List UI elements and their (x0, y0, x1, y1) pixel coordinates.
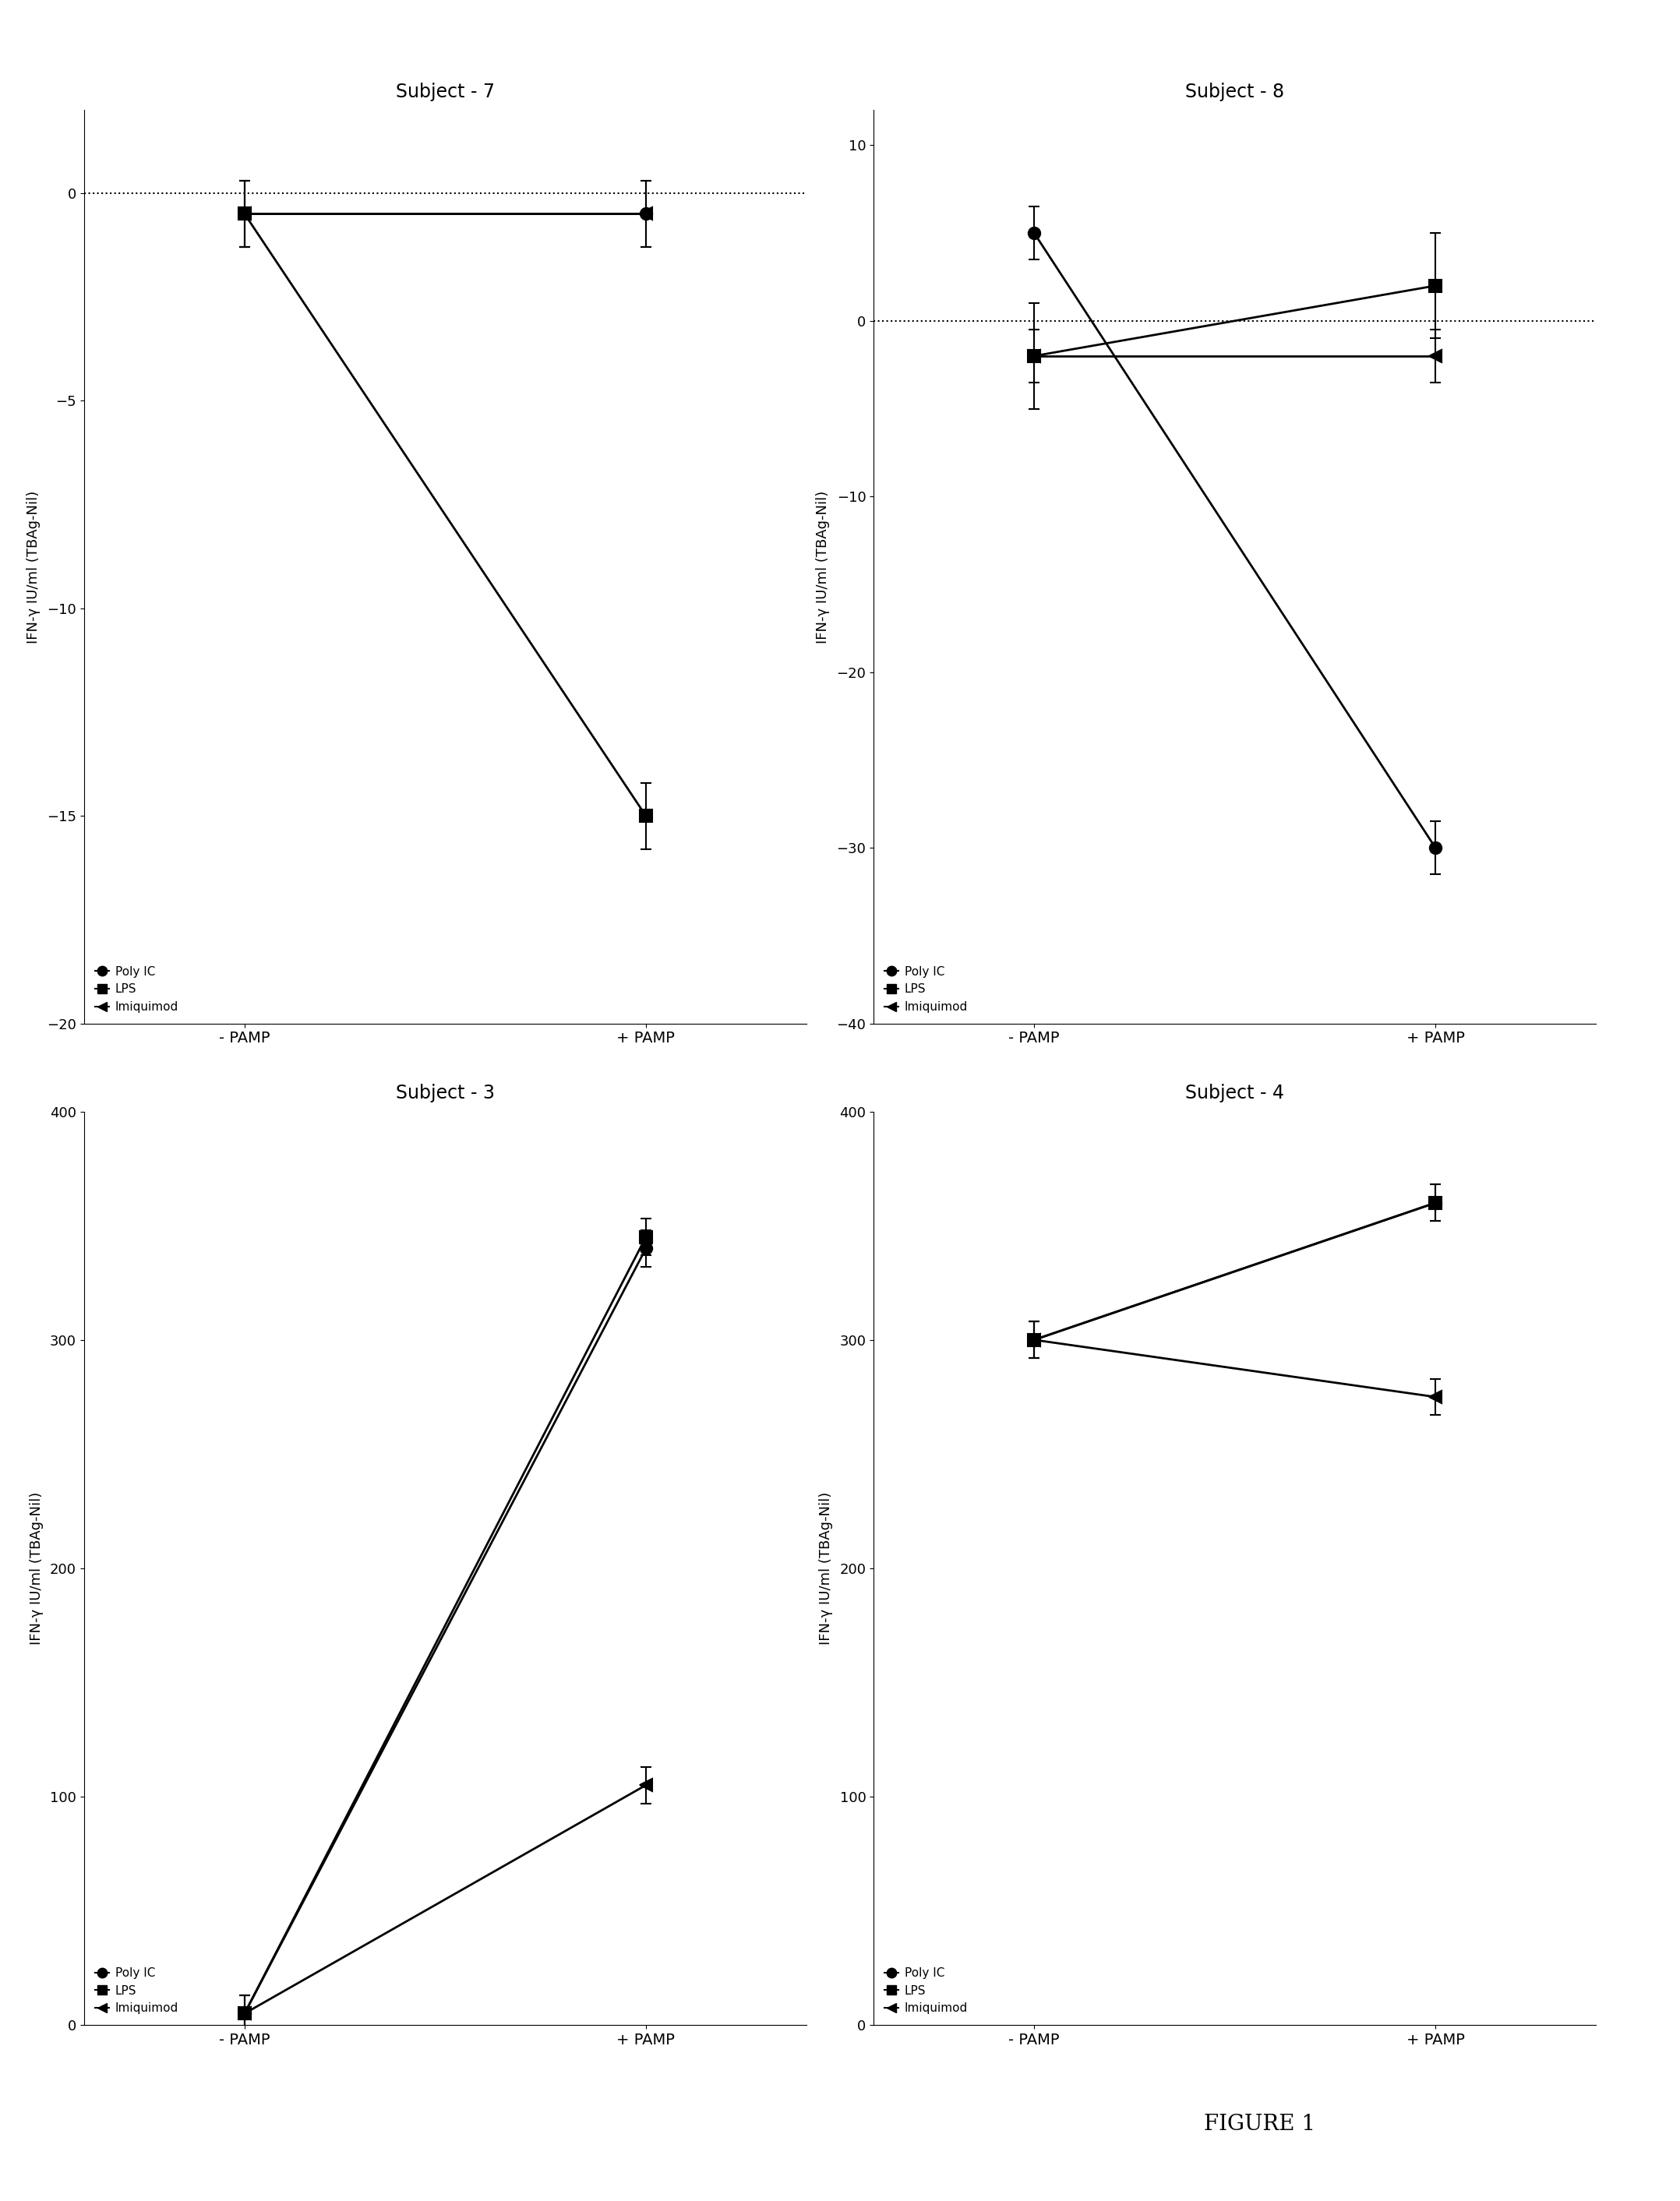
Legend: Poly IC, LPS, Imiquimod: Poly IC, LPS, Imiquimod (91, 962, 183, 1017)
Title: Subject - 8: Subject - 8 (1186, 81, 1284, 101)
Legend: Poly IC, LPS, Imiquimod: Poly IC, LPS, Imiquimod (880, 1963, 973, 2018)
Text: FIGURE 1: FIGURE 1 (1205, 2113, 1315, 2135)
Title: Subject - 4: Subject - 4 (1186, 1083, 1284, 1103)
Title: Subject - 3: Subject - 3 (396, 1083, 494, 1103)
Y-axis label: IFN-γ IU/ml (TBAg-Nil): IFN-γ IU/ml (TBAg-Nil) (816, 491, 830, 643)
Legend: Poly IC, LPS, Imiquimod: Poly IC, LPS, Imiquimod (91, 1963, 183, 2018)
Title: Subject - 7: Subject - 7 (396, 81, 494, 101)
Y-axis label: IFN-γ IU/ml (TBAg-Nil): IFN-γ IU/ml (TBAg-Nil) (27, 491, 40, 643)
Y-axis label: IFN-γ IU/ml (TBAg-Nil): IFN-γ IU/ml (TBAg-Nil) (30, 1492, 44, 1644)
Y-axis label: IFN-γ IU/ml (TBAg-Nil): IFN-γ IU/ml (TBAg-Nil) (820, 1492, 833, 1644)
Legend: Poly IC, LPS, Imiquimod: Poly IC, LPS, Imiquimod (880, 962, 973, 1017)
